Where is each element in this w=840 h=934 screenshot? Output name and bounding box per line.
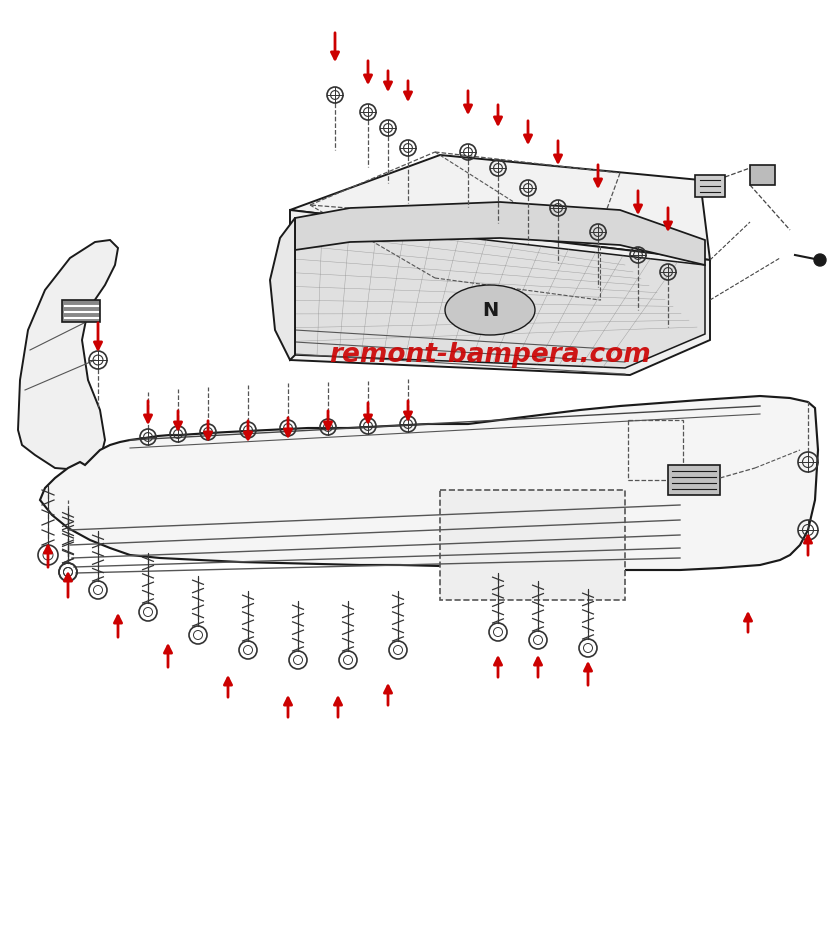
Bar xyxy=(695,175,725,197)
Text: remont-bampera.com: remont-bampera.com xyxy=(329,342,651,368)
Bar xyxy=(668,465,720,495)
Polygon shape xyxy=(295,202,705,265)
Bar xyxy=(440,490,625,600)
Bar xyxy=(62,300,100,322)
Polygon shape xyxy=(290,155,710,260)
Bar xyxy=(628,420,683,480)
Polygon shape xyxy=(270,218,295,360)
Polygon shape xyxy=(290,210,710,375)
Polygon shape xyxy=(40,396,818,570)
Bar xyxy=(750,165,775,185)
Circle shape xyxy=(814,254,826,266)
Polygon shape xyxy=(18,240,118,470)
Polygon shape xyxy=(295,218,705,368)
Ellipse shape xyxy=(445,285,535,335)
Text: N: N xyxy=(482,301,498,319)
